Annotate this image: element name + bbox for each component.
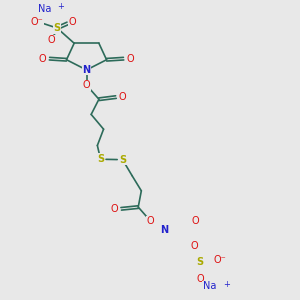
Text: O: O [47, 35, 55, 45]
Text: +: + [223, 280, 230, 289]
Text: Na: Na [38, 4, 51, 14]
Text: O: O [69, 16, 76, 27]
Text: O: O [83, 80, 90, 90]
Text: N: N [82, 65, 91, 75]
Text: O: O [147, 216, 154, 226]
Text: O: O [190, 241, 198, 251]
Text: N: N [160, 225, 169, 235]
Text: O: O [39, 54, 46, 64]
Text: S: S [54, 23, 61, 33]
Text: O: O [111, 204, 118, 214]
Text: O: O [127, 54, 134, 64]
Text: O: O [196, 274, 204, 284]
Text: Na: Na [203, 281, 216, 291]
Text: S: S [196, 257, 204, 267]
Text: O: O [192, 216, 199, 226]
Text: O⁻: O⁻ [214, 255, 227, 265]
Text: S: S [119, 155, 126, 165]
Text: S: S [97, 154, 104, 164]
Text: O: O [119, 92, 127, 102]
Text: O⁻: O⁻ [31, 16, 44, 27]
Text: +: + [57, 2, 64, 11]
